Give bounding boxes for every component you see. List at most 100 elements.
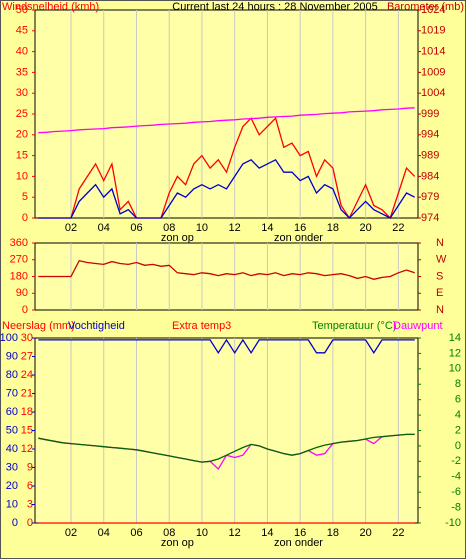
- sun-annotation: zon op: [161, 537, 194, 549]
- y-tick-label: S: [436, 270, 443, 282]
- y-tick-label: 9: [27, 461, 33, 473]
- y-tick-label: 27: [21, 350, 33, 362]
- y-tick-label: 20: [16, 129, 28, 141]
- series-line: [38, 433, 415, 463]
- y-tick-label: 15: [21, 424, 33, 436]
- y-tick-label: 50: [6, 424, 18, 436]
- x-tick-label: 18: [327, 222, 339, 234]
- y-tick-label: 0: [27, 517, 33, 529]
- x-tick-label: 08: [163, 527, 175, 539]
- y-tick-label: 14: [449, 332, 461, 344]
- y-tick-label: 1019: [421, 25, 445, 37]
- x-tick-label: 10: [196, 222, 208, 234]
- x-tick-label: 20: [359, 527, 371, 539]
- y-tick-label: 30: [6, 461, 18, 473]
- x-tick-label: 06: [130, 527, 142, 539]
- series-line: [38, 259, 415, 280]
- y-tick-label: 1014: [421, 46, 445, 58]
- y-tick-label: 70: [6, 387, 18, 399]
- y-tick-label: 25: [16, 108, 28, 120]
- series-line: [38, 116, 416, 220]
- x-tick-label: 06: [130, 222, 142, 234]
- y-tick-label: 180: [10, 270, 28, 282]
- x-tick-label: 12: [229, 222, 241, 234]
- series-line: [38, 158, 415, 219]
- y-tick-label: 20: [6, 480, 18, 492]
- y-tick-label: -6: [451, 486, 461, 498]
- y-tick-label: 100: [0, 332, 18, 344]
- y-tick-label: 0: [12, 517, 18, 529]
- x-tick-label: 16: [294, 527, 306, 539]
- x-tick-label: 14: [261, 222, 273, 234]
- x-tick-label: 20: [359, 222, 371, 234]
- y-tick-label: 6: [455, 394, 461, 406]
- y-tick-label: 360: [10, 237, 28, 249]
- y-tick-label: 15: [16, 150, 28, 162]
- y-tick-label: -8: [451, 501, 461, 513]
- y-tick-label: 35: [16, 66, 28, 78]
- y-tick-label: 80: [6, 369, 18, 381]
- y-tick-label: 90: [16, 287, 28, 299]
- y-tick-label: -10: [445, 517, 461, 529]
- y-tick-label: W: [436, 254, 447, 266]
- plot-area: [34, 242, 419, 311]
- series-line: [38, 338, 415, 355]
- y-tick-label: 8: [455, 378, 461, 390]
- y-tick-label: 6: [27, 480, 33, 492]
- y-tick-label: 5: [22, 191, 28, 203]
- y-tick-label: 984: [421, 170, 439, 182]
- y-tick-label: 0: [455, 440, 461, 452]
- y-tick-label: 989: [421, 150, 439, 162]
- x-tick-label: 02: [65, 527, 77, 539]
- y-tick-label: 1024: [421, 4, 445, 16]
- y-tick-label: 12: [449, 347, 461, 359]
- y-tick-label: 30: [16, 87, 28, 99]
- y-tick-label: 40: [6, 443, 18, 455]
- y-tick-label: 974: [421, 212, 439, 224]
- y-tick-label: 18: [21, 406, 33, 418]
- y-tick-label: 994: [421, 129, 439, 141]
- y-tick-label: 979: [421, 191, 439, 203]
- x-tick-label: 02: [65, 222, 77, 234]
- x-tick-label: 22: [392, 527, 404, 539]
- y-tick-label: N: [436, 304, 444, 316]
- axis-label: Barometer (mb): [387, 1, 464, 13]
- x-tick-label: 04: [98, 527, 110, 539]
- y-tick-label: 10: [6, 498, 18, 510]
- y-tick-label: 60: [6, 406, 18, 418]
- y-tick-label: -4: [451, 471, 461, 483]
- y-tick-label: 24: [21, 369, 33, 381]
- y-tick-label: 4: [455, 409, 461, 421]
- axis-label: Temperatuur (°C): [312, 320, 396, 332]
- y-tick-label: -2: [451, 455, 461, 467]
- sun-annotation: zon onder: [274, 537, 323, 549]
- y-tick-label: 3: [27, 498, 33, 510]
- axis-label: Windsnelheid (kmh): [2, 1, 99, 13]
- axis-label: Vochtigheid: [68, 320, 125, 332]
- x-tick-label: 14: [261, 527, 273, 539]
- y-tick-label: 30: [21, 332, 33, 344]
- y-tick-label: 10: [449, 363, 461, 375]
- x-tick-label: 16: [294, 222, 306, 234]
- series-line: [38, 107, 415, 134]
- y-tick-label: E: [436, 287, 443, 299]
- y-tick-label: 40: [16, 46, 28, 58]
- y-tick-label: 270: [10, 254, 28, 266]
- legend-label: Dauwpunt: [393, 320, 443, 332]
- y-tick-label: 1009: [421, 66, 445, 78]
- y-tick-label: 2: [455, 424, 461, 436]
- y-tick-label: 1004: [421, 87, 445, 99]
- plot-area: [34, 337, 419, 524]
- y-tick-label: 12: [21, 443, 33, 455]
- x-tick-label: 04: [98, 222, 110, 234]
- x-tick-label: 08: [163, 222, 175, 234]
- y-tick-label: 0: [22, 304, 28, 316]
- y-tick-label: 0: [22, 212, 28, 224]
- sun-annotation: zon op: [161, 232, 194, 244]
- chart-title: Current last 24 hours : 28 November 2005: [172, 1, 377, 13]
- y-tick-label: 90: [6, 350, 18, 362]
- y-tick-label: 21: [21, 387, 33, 399]
- header-label: Extra temp3: [172, 320, 231, 332]
- y-tick-label: 999: [421, 108, 439, 120]
